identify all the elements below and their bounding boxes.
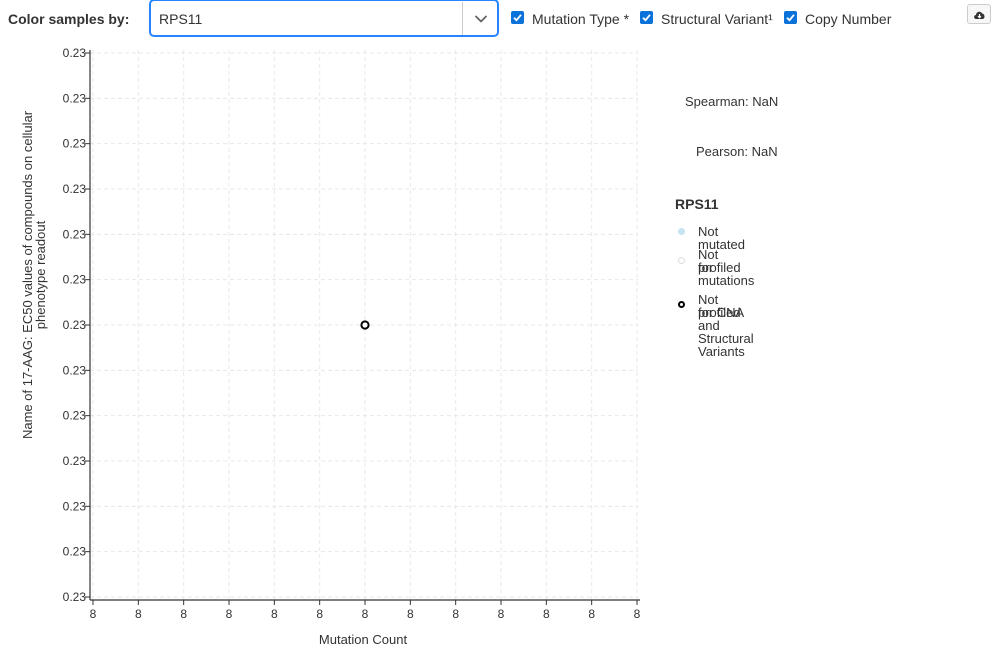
x-tick-label: 8 (316, 607, 323, 621)
color-samples-label: Color samples by: (8, 11, 130, 27)
x-tick-label: 8 (588, 607, 595, 621)
x-tick-label: 8 (90, 607, 97, 621)
data-point (360, 320, 370, 330)
y-tick-label: 0.23 (63, 46, 87, 60)
x-tick-label: 8 (543, 607, 550, 621)
y-tick-label: 0.23 (63, 318, 87, 332)
pearson-stat: Pearson: NaN (696, 144, 778, 159)
toolbar: Color samples by: RPS11 Mutation Type * … (0, 0, 992, 40)
copy-number-checkbox[interactable] (784, 11, 797, 24)
y-tick-label: 0.23 (63, 409, 87, 423)
y-tick-label: 0.23 (63, 137, 87, 151)
legend-label: Not mutated (698, 224, 745, 252)
gene-select[interactable]: RPS11 (150, 0, 498, 36)
legend-label: Not profiled (698, 247, 741, 275)
chevron-down-icon[interactable] (473, 11, 489, 27)
copy-number-label[interactable]: Copy Number (805, 11, 892, 27)
x-tick-label: 8 (271, 607, 278, 621)
legend-label: Not profiled (698, 292, 741, 320)
gene-select-value: RPS11 (159, 11, 203, 27)
y-tick-label: 0.23 (63, 91, 87, 105)
legend-swatch (678, 228, 685, 235)
x-axis-title: Mutation Count (319, 632, 408, 647)
structural-variant-label[interactable]: Structural Variant¹ (661, 11, 773, 27)
scatter-plot: 8 8 8 8 8 8 8 8 8 8 8 8 80.230.230.230.230.230.230.2… (20, 46, 641, 647)
mutation-type-label[interactable]: Mutation Type * (532, 11, 630, 27)
mutation-type-checkbox[interactable] (511, 11, 524, 24)
y-tick-label: 0.23 (63, 182, 87, 196)
y-tick-label: 0.23 (63, 499, 87, 513)
download-button[interactable] (967, 4, 991, 24)
y-tick-label: 0.23 (63, 363, 87, 377)
legend-swatch (678, 301, 685, 308)
x-tick-label: 8 (135, 607, 142, 621)
legend-sublabel: for mutations (698, 260, 755, 288)
legend-swatch (678, 257, 685, 264)
y-axis-title: Name of 17-AAG: EC50 values of compounds… (20, 110, 48, 439)
spearman-stat: Spearman: NaN (685, 94, 779, 109)
y-tick-label: 0.23 (63, 545, 87, 559)
x-tick-label: 8 (407, 607, 414, 621)
y-tick-label: 0.23 (63, 273, 87, 287)
x-tick-label: 8 (226, 607, 233, 621)
legend-sublabel: for CNA and Structural Variants (698, 305, 754, 359)
x-tick-label: 8 (452, 607, 459, 621)
x-tick-label: 8 (634, 607, 641, 621)
y-tick-label: 0.23 (63, 590, 87, 604)
y-tick-label: 0.23 (63, 227, 87, 241)
x-tick-label: 8 (362, 607, 369, 621)
x-tick-label: 8 (498, 607, 505, 621)
cloud-download-icon (974, 11, 985, 19)
x-tick-label: 8 (180, 607, 187, 621)
legend-title: RPS11 (675, 196, 719, 212)
y-tick-label: 0.23 (63, 454, 87, 468)
select-separator (462, 2, 463, 35)
structural-variant-checkbox[interactable] (640, 11, 653, 24)
